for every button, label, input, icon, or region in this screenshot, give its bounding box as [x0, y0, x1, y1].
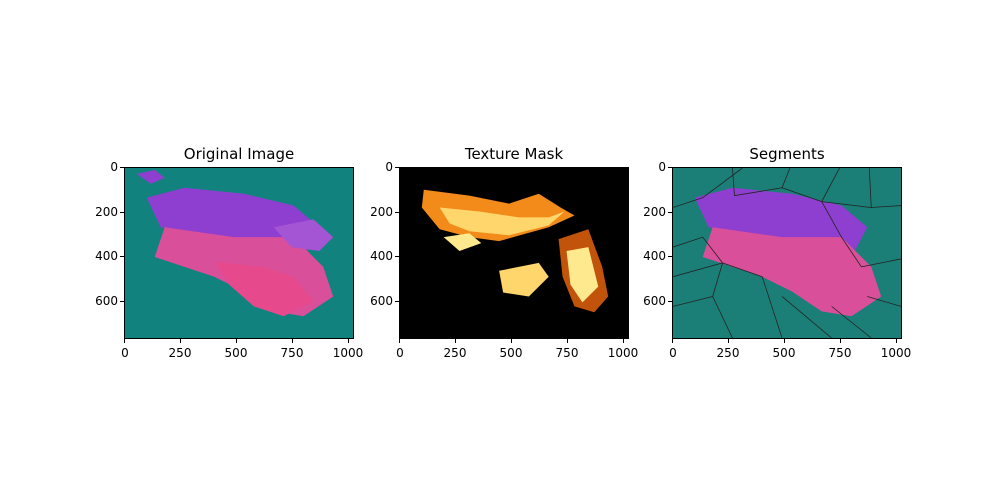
image-axes — [672, 167, 902, 339]
x-tick — [511, 339, 512, 343]
x-tick-label: 500 — [773, 346, 796, 360]
segments-image — [673, 168, 901, 338]
y-tick — [120, 167, 124, 168]
x-tick — [784, 339, 785, 343]
y-tick — [668, 167, 672, 168]
x-tick-label: 750 — [556, 346, 579, 360]
image-axes — [124, 167, 354, 339]
y-tick-label: 0 — [658, 160, 666, 174]
y-tick-label: 400 — [643, 249, 666, 263]
x-tick-label: 500 — [500, 346, 523, 360]
original-image — [125, 168, 353, 338]
x-tick — [399, 339, 400, 343]
y-tick-label: 400 — [370, 249, 393, 263]
x-tick — [728, 339, 729, 343]
y-tick-label: 200 — [643, 205, 666, 219]
y-tick — [668, 212, 672, 213]
x-tick — [348, 339, 349, 343]
x-tick — [124, 339, 125, 343]
x-tick-label: 250 — [169, 346, 192, 360]
x-tick — [455, 339, 456, 343]
y-tick-label: 0 — [385, 160, 393, 174]
x-tick-label: 0 — [396, 346, 404, 360]
y-tick-label: 600 — [370, 294, 393, 308]
x-tick-label: 0 — [669, 346, 677, 360]
y-tick — [120, 256, 124, 257]
x-tick-label: 500 — [225, 346, 248, 360]
x-tick-label: 1000 — [608, 346, 639, 360]
y-tick-label: 0 — [110, 160, 118, 174]
y-tick-label: 400 — [95, 249, 118, 263]
x-tick-label: 750 — [281, 346, 304, 360]
x-tick-label: 0 — [121, 346, 129, 360]
panel-segments: Segments — [672, 140, 902, 380]
y-tick — [395, 212, 399, 213]
y-tick — [395, 167, 399, 168]
panel-title: Original Image — [124, 145, 354, 163]
x-tick-label: 250 — [444, 346, 467, 360]
y-tick-label: 200 — [370, 205, 393, 219]
y-tick — [395, 301, 399, 302]
y-tick — [395, 256, 399, 257]
x-tick-label: 1000 — [333, 346, 364, 360]
y-tick — [120, 301, 124, 302]
x-tick — [840, 339, 841, 343]
panel-title: Segments — [672, 145, 902, 163]
panel-original-image: Original Image 0 200 400 600 0 250 500 7… — [124, 140, 354, 380]
x-tick — [896, 339, 897, 343]
x-tick — [623, 339, 624, 343]
panel-title: Texture Mask — [399, 145, 629, 163]
panel-texture-mask: Texture Mask 0 200 400 600 0 250 500 750… — [399, 140, 629, 380]
y-tick — [668, 256, 672, 257]
y-tick-label: 600 — [95, 294, 118, 308]
y-tick-label: 600 — [643, 294, 666, 308]
x-tick-label: 750 — [829, 346, 852, 360]
x-tick — [567, 339, 568, 343]
y-tick — [120, 212, 124, 213]
image-axes — [399, 167, 629, 339]
x-tick — [292, 339, 293, 343]
x-tick-label: 1000 — [881, 346, 912, 360]
x-tick — [672, 339, 673, 343]
y-tick-label: 200 — [95, 205, 118, 219]
x-tick — [236, 339, 237, 343]
x-tick-label: 250 — [717, 346, 740, 360]
y-tick — [668, 301, 672, 302]
texture-mask-image — [400, 168, 628, 338]
x-tick — [180, 339, 181, 343]
